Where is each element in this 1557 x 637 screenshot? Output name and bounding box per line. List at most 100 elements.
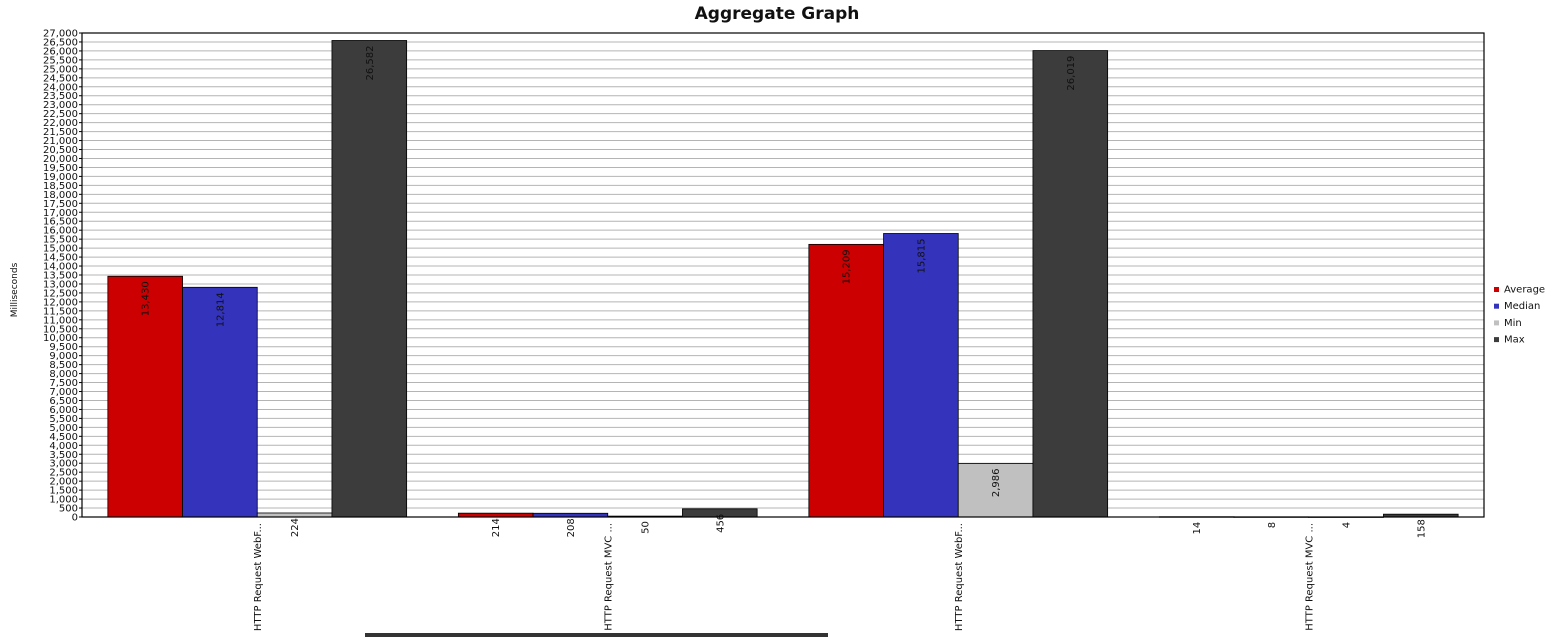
value-label: 26,019 (1066, 56, 1077, 91)
y-tick-label: 20,000 (43, 154, 78, 165)
legend-swatch-median (1494, 303, 1499, 309)
bar-max (331, 40, 408, 518)
y-tick-label: 6,500 (49, 396, 78, 407)
y-tick-label: 17,500 (43, 199, 78, 210)
grid-lines (82, 41, 1484, 509)
category-label: HTTP Request MVC ... (603, 523, 614, 631)
category-label: HTTP Request WebF... (954, 523, 965, 631)
legend-label-average: Average (1504, 285, 1545, 296)
legend-swatch-average (1494, 287, 1499, 292)
value-labels: 13,430 12,814 224 26,582 214 208 50 456 15,209 15… (141, 45, 1428, 538)
legend-swatch-min (1494, 320, 1499, 326)
y-tick-label: 10,500 (43, 324, 78, 335)
y-tick-label: 25,500 (43, 55, 78, 66)
y-axis-title: Milliseconds (10, 262, 20, 317)
y-tick-label: 9,000 (49, 351, 78, 362)
y-tick-label: 26,500 (43, 37, 78, 48)
value-label: 26,582 (365, 45, 376, 80)
y-tick-label: 18,000 (43, 190, 78, 201)
y-tick-label: 3,000 (49, 459, 78, 470)
y-tick-label: 1,000 (49, 495, 78, 506)
y-tick-label: 24,500 (43, 73, 78, 84)
bar-average (808, 243, 884, 518)
legend-label-median: Median (1504, 301, 1540, 312)
y-tick-label: 13,000 (43, 279, 78, 290)
y-tick-label: 23,500 (43, 91, 78, 102)
value-label: 15,815 (916, 239, 927, 274)
value-label: 456 (715, 514, 726, 533)
y-tick-label: 9,500 (49, 342, 78, 353)
y-tick-label: 8,500 (49, 360, 78, 371)
y-tick-label: 20,500 (43, 145, 78, 156)
y-tick-label: 7,000 (49, 387, 78, 398)
y-tick-label: 5,000 (49, 423, 78, 434)
y-tick-label: 22,000 (43, 118, 78, 129)
y-axis-ticks: 05001,0001,5002,0002,5003,0003,5004,0004… (43, 29, 82, 524)
value-label: 214 (491, 518, 502, 537)
y-tick-label: 5,500 (49, 414, 78, 425)
y-tick-label: 4,500 (49, 432, 78, 443)
y-tick-label: 26,000 (43, 46, 78, 57)
y-tick-label: 8,000 (49, 369, 78, 380)
y-tick-label: 21,000 (43, 136, 78, 147)
y-tick-label: 25,000 (43, 64, 78, 75)
y-tick-label: 10,000 (43, 333, 78, 344)
value-label: 208 (566, 518, 577, 537)
y-tick-label: 15,000 (43, 244, 78, 255)
y-tick-label: 24,000 (43, 82, 78, 93)
y-tick-label: 13,500 (43, 271, 78, 282)
legend-label-max: Max (1504, 335, 1525, 346)
y-tick-label: 19,000 (43, 172, 78, 183)
legend-swatch-max (1494, 337, 1499, 343)
plot-frame (81, 32, 1485, 518)
value-label: 15,209 (842, 249, 853, 284)
chart-title: Aggregate Graph (695, 4, 860, 24)
bar-max (1032, 50, 1109, 518)
category-label: HTTP Request WebF... (253, 523, 264, 631)
value-label: 224 (290, 518, 301, 537)
legend-label-min: Min (1504, 318, 1522, 329)
y-tick-label: 1,500 (49, 486, 78, 497)
y-tick-label: 16,000 (43, 226, 78, 237)
value-label: 8 (1267, 522, 1278, 528)
bar-min (256, 512, 333, 518)
y-tick-label: 4,000 (49, 441, 78, 452)
value-label: 2,986 (991, 468, 1002, 497)
y-tick-label: 12,500 (43, 288, 78, 299)
y-tick-label: 17,000 (43, 208, 78, 219)
y-tick-label: 18,500 (43, 181, 78, 192)
y-tick-label: 14,500 (43, 253, 78, 264)
y-tick-label: 27,000 (43, 29, 78, 40)
value-label: 13,430 (141, 281, 152, 316)
y-tick-label: 0 (72, 513, 78, 524)
x-axis-categories: HTTP Request WebF... HTTP Request MVC ...… (253, 523, 1316, 631)
y-tick-label: 6,000 (49, 405, 78, 416)
legend: Average Median Min Max (1494, 285, 1545, 346)
y-tick-label: 16,500 (43, 217, 78, 228)
y-tick-label: 12,000 (43, 297, 78, 308)
value-label: 12,814 (215, 292, 226, 327)
value-label: 158 (1416, 519, 1427, 538)
bar-median (883, 233, 959, 518)
bottom-scrollbar[interactable] (365, 633, 828, 637)
y-tick-label: 23,000 (43, 100, 78, 111)
bars (107, 40, 1459, 518)
value-label: 4 (1342, 522, 1353, 528)
y-tick-label: 500 (59, 504, 78, 515)
y-tick-label: 3,500 (49, 450, 78, 461)
category-label: HTTP Request MVC ... (1304, 523, 1315, 631)
y-tick-label: 14,000 (43, 262, 78, 273)
y-tick-label: 15,500 (43, 235, 78, 246)
y-tick-label: 2,000 (49, 477, 78, 488)
y-tick-label: 11,000 (43, 315, 78, 326)
value-label: 14 (1192, 522, 1203, 535)
y-tick-label: 7,500 (49, 378, 78, 389)
y-tick-label: 19,500 (43, 163, 78, 174)
bar-median (182, 286, 258, 518)
y-tick-label: 22,500 (43, 109, 78, 120)
y-tick-label: 21,500 (43, 127, 78, 138)
value-label: 50 (641, 521, 652, 534)
y-tick-label: 11,500 (43, 306, 78, 317)
y-tick-label: 2,500 (49, 468, 78, 479)
